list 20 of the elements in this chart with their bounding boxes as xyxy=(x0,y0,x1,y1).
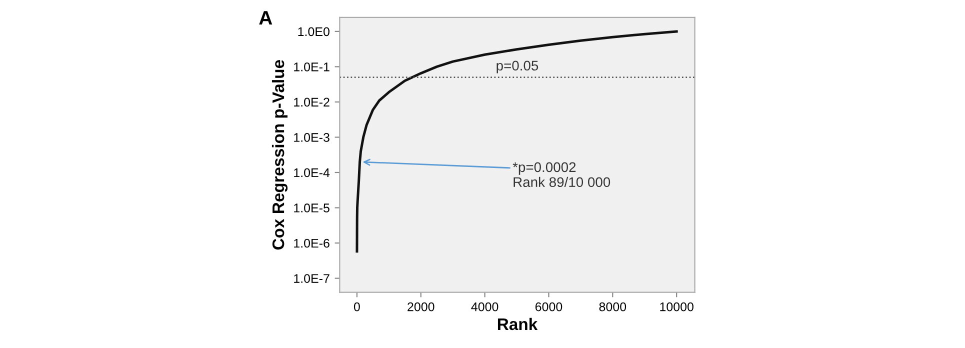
x-tick-label: 0 xyxy=(354,302,360,312)
ref-line-label: p=0.05 xyxy=(496,60,538,74)
x-tick-label: 6000 xyxy=(535,302,562,312)
x-tick-label: 8000 xyxy=(599,302,626,312)
line-series xyxy=(356,30,678,253)
annotation: *p=0.0002 Rank 89/10 000 xyxy=(512,162,610,188)
y-tick-label: 1.0E-2 xyxy=(294,98,330,107)
y-tick-label: 1.0E-4 xyxy=(294,168,330,178)
y-axis-title: Cox Regression p-Value xyxy=(272,60,288,250)
y-tick-label: 1.0E-6 xyxy=(294,238,330,248)
x-tick-label: 10000 xyxy=(660,302,694,312)
y-tick-label: 1.0E-7 xyxy=(294,274,330,283)
y-tick-label: 1.0E0 xyxy=(298,27,330,36)
y-tick-label: 1.0E-3 xyxy=(294,133,330,142)
x-tick-label: 2000 xyxy=(408,302,434,312)
y-tick-label: 1.0E-5 xyxy=(294,204,330,212)
x-axis-title: Rank xyxy=(498,318,538,330)
chart-title: A xyxy=(259,11,272,25)
x-tick-label: 4000 xyxy=(471,302,498,312)
y-tick-label: 1.0E-1 xyxy=(294,62,330,72)
